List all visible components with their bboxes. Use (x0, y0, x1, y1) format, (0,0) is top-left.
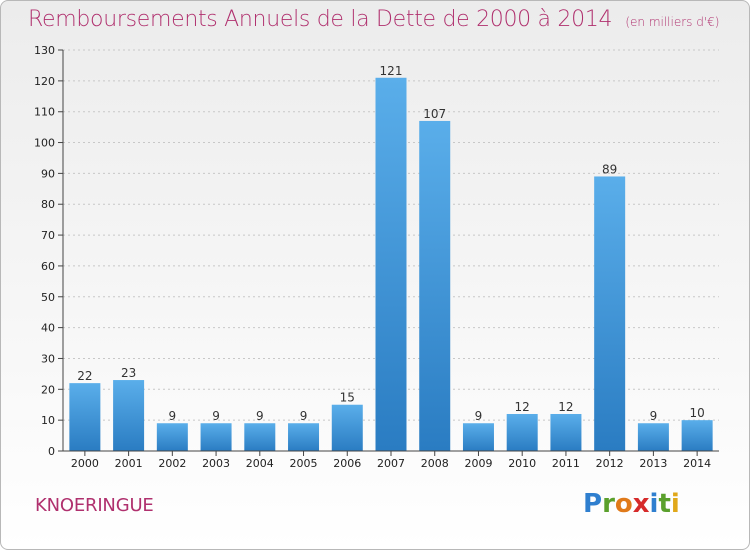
y-tick-label: 0 (48, 445, 55, 458)
x-tick-label: 2004 (246, 457, 274, 470)
x-tick-label: 2012 (596, 457, 624, 470)
bar-2007 (375, 77, 407, 451)
bar-2011 (550, 413, 582, 451)
y-tick-label: 20 (41, 383, 55, 396)
y-tick-label: 10 (41, 414, 55, 427)
bar-2002 (156, 423, 188, 451)
x-tick-label: 2003 (202, 457, 230, 470)
x-tick-label: 2002 (158, 457, 186, 470)
bar-2004 (244, 423, 276, 451)
y-tick-label: 110 (34, 106, 55, 119)
logo-letter: P (583, 489, 603, 519)
bar-value-label: 9 (256, 409, 264, 423)
y-tick-label: 80 (41, 198, 55, 211)
bar-2000 (69, 383, 101, 451)
chart-title-main: Remboursements Annuels de la Dette de 20… (28, 7, 613, 32)
y-tick-label: 30 (41, 352, 55, 365)
x-tick-label: 2005 (290, 457, 318, 470)
logo-letter: t (658, 489, 671, 519)
bar-value-label: 9 (650, 409, 658, 423)
bar-2012 (594, 176, 626, 451)
bar-value-label: 15 (340, 391, 355, 405)
commune-name: KNOERINGUE (35, 495, 154, 516)
bar-2009 (462, 423, 494, 451)
x-tick-label: 2001 (115, 457, 143, 470)
bars: 22 23 9 9 9 9 15 121 107 9 12 12 89 9 10 (69, 64, 713, 451)
bar-value-label: 12 (515, 400, 530, 414)
x-tick-label: 2008 (421, 457, 449, 470)
y-tick-label: 130 (34, 44, 55, 57)
x-tick-label: 2010 (508, 457, 536, 470)
logo-letter: o (614, 489, 633, 519)
x-tick-label: 2006 (333, 457, 361, 470)
bar-2014 (681, 420, 713, 451)
y-tick-label: 50 (41, 291, 55, 304)
bar-value-label: 22 (77, 369, 92, 383)
logo-letter: i (649, 489, 659, 519)
bar-value-label: 9 (169, 409, 177, 423)
x-tick-label: 2011 (552, 457, 580, 470)
x-tick-label: 2000 (71, 457, 99, 470)
chart-title: Remboursements Annuels de la Dette de 20… (28, 7, 719, 32)
x-tick-label: 2013 (639, 457, 667, 470)
bar-value-label: 121 (380, 64, 403, 78)
logo-letter: x (632, 489, 650, 519)
y-tick-label: 120 (34, 75, 55, 88)
y-tick-label: 90 (41, 167, 55, 180)
logo-letter: r (602, 489, 615, 519)
y-tick-label: 60 (41, 260, 55, 273)
bar-2001 (113, 380, 145, 451)
bar-value-label: 89 (602, 162, 617, 176)
bar-2008 (419, 120, 451, 451)
chart-title-unit: (en milliers d'€) (625, 15, 720, 29)
y-tick-label: 100 (34, 137, 55, 150)
x-tick-label: 2007 (377, 457, 405, 470)
logo-letter: i (670, 489, 680, 519)
bar-value-label: 9 (475, 409, 483, 423)
x-axis-ticks: 2000 2001 2002 2003 2004 2005 2006 2007 2008 2009… (71, 451, 711, 470)
bar-value-label: 9 (212, 409, 220, 423)
bar-value-label: 10 (689, 406, 704, 420)
bar-value-label: 23 (121, 366, 136, 380)
bar-2006 (331, 404, 363, 451)
bar-2005 (288, 423, 320, 451)
bar-value-label: 107 (423, 107, 446, 121)
y-axis-ticks: 0 10 20 30 40 50 60 70 80 90 100 110 120 130 (34, 44, 63, 458)
x-tick-label: 2009 (464, 457, 492, 470)
bar-2003 (200, 423, 232, 451)
bar-value-label: 9 (300, 409, 308, 423)
y-tick-label: 40 (41, 322, 55, 335)
y-tick-label: 70 (41, 229, 55, 242)
bar-value-label: 12 (558, 400, 573, 414)
bar-2013 (637, 423, 669, 451)
proxiti-logo: Proxiti (583, 489, 680, 519)
x-tick-label: 2014 (683, 457, 711, 470)
bar-2010 (506, 413, 538, 451)
